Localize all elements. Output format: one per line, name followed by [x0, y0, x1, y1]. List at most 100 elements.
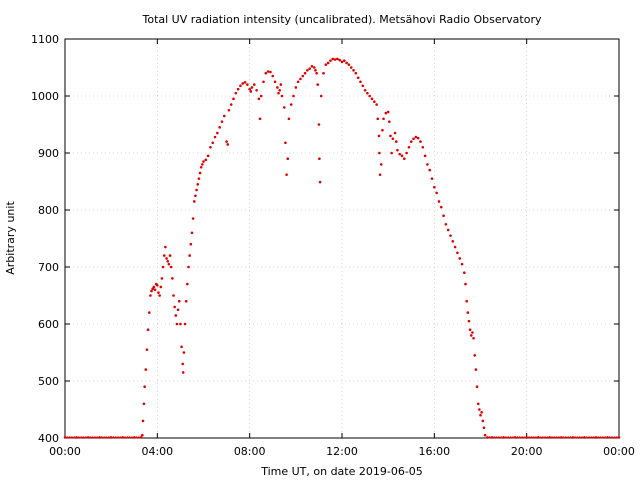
data-point — [287, 117, 291, 121]
data-point — [149, 294, 152, 297]
data-point — [229, 103, 233, 106]
data-point — [158, 294, 161, 297]
data-point-interp — [527, 436, 531, 439]
data-point-interp — [119, 436, 122, 439]
data-point — [331, 57, 335, 61]
data-point — [276, 86, 279, 89]
data-point — [159, 285, 163, 289]
data-point — [169, 265, 173, 269]
data-point — [222, 114, 226, 118]
data-point — [264, 71, 268, 75]
data-point — [475, 385, 479, 389]
data-point — [301, 74, 305, 78]
data-point — [559, 436, 563, 439]
data-point — [289, 103, 293, 106]
data-point-interp — [135, 436, 138, 439]
data-point — [513, 436, 517, 439]
data-point — [366, 91, 369, 95]
data-point — [318, 180, 322, 184]
data-point — [378, 173, 382, 176]
data-point — [296, 80, 300, 84]
data-point — [444, 222, 448, 226]
data-point-interp — [504, 436, 507, 439]
data-point — [378, 151, 381, 155]
data-point — [338, 58, 341, 62]
data-point-interp — [100, 436, 104, 439]
data-point-interp — [116, 436, 120, 439]
data-point-interp — [546, 436, 549, 439]
data-point-interp — [544, 436, 547, 439]
data-point-interp — [578, 436, 581, 439]
data-point — [182, 351, 186, 354]
data-point — [279, 83, 283, 86]
data-point — [294, 86, 298, 89]
data-point-interp — [557, 436, 561, 439]
data-point-interp — [123, 436, 127, 439]
data-point — [179, 322, 182, 326]
data-point-interp — [114, 436, 117, 439]
data-point — [162, 254, 166, 257]
data-point — [398, 152, 402, 156]
data-point — [343, 59, 346, 62]
data-point — [361, 84, 365, 88]
data-point-interp — [518, 436, 521, 439]
data-point — [375, 103, 378, 106]
data-point-interp — [96, 436, 99, 439]
data-point — [188, 254, 191, 257]
data-point — [379, 163, 383, 166]
data-point — [218, 126, 221, 129]
data-point — [393, 131, 397, 135]
data-point-interp — [520, 436, 524, 439]
data-point — [201, 163, 204, 166]
data-point — [177, 299, 181, 303]
data-point — [333, 58, 337, 61]
data-point-interp — [567, 436, 570, 439]
data-point — [195, 188, 198, 192]
data-point — [164, 245, 167, 249]
data-point — [354, 71, 358, 75]
data-point — [373, 100, 376, 103]
data-point — [403, 157, 406, 160]
data-point — [490, 436, 494, 439]
data-point-interp — [84, 436, 87, 439]
data-point — [181, 371, 185, 374]
data-point-interp — [604, 436, 607, 439]
data-point — [165, 257, 168, 260]
data-point — [197, 177, 201, 180]
data-point-interp — [555, 436, 558, 439]
data-point-interp — [541, 436, 544, 439]
data-point — [146, 328, 150, 332]
data-point — [471, 331, 474, 334]
data-point — [141, 419, 145, 423]
data-point-interp — [66, 436, 69, 439]
data-point — [435, 191, 438, 195]
data-point — [303, 71, 307, 75]
data-point — [347, 63, 351, 66]
data-point — [502, 436, 505, 439]
chart-title: Total UV radiation intensity (uncalibrat… — [142, 13, 542, 26]
data-point — [571, 436, 575, 439]
data-point — [202, 160, 205, 163]
data-point — [480, 411, 483, 414]
data-point-interp — [599, 436, 602, 439]
data-point-interp — [587, 436, 591, 439]
data-point — [319, 94, 323, 98]
data-point — [255, 89, 258, 92]
data-point — [175, 322, 179, 326]
data-point — [183, 322, 187, 326]
data-point-interp — [495, 436, 498, 439]
data-point — [259, 94, 263, 98]
data-point — [176, 308, 180, 312]
data-point-interp — [112, 436, 115, 439]
data-point — [465, 299, 468, 303]
data-point-interp — [107, 436, 110, 439]
data-point-interp — [497, 436, 501, 439]
data-point — [63, 436, 67, 439]
data-point-interp — [539, 436, 542, 439]
data-point — [318, 157, 321, 160]
data-point — [266, 70, 270, 73]
data-point — [326, 61, 330, 65]
data-point — [329, 59, 332, 62]
data-point — [388, 120, 391, 123]
y-axis-label: Arbitrary unit — [4, 201, 17, 275]
